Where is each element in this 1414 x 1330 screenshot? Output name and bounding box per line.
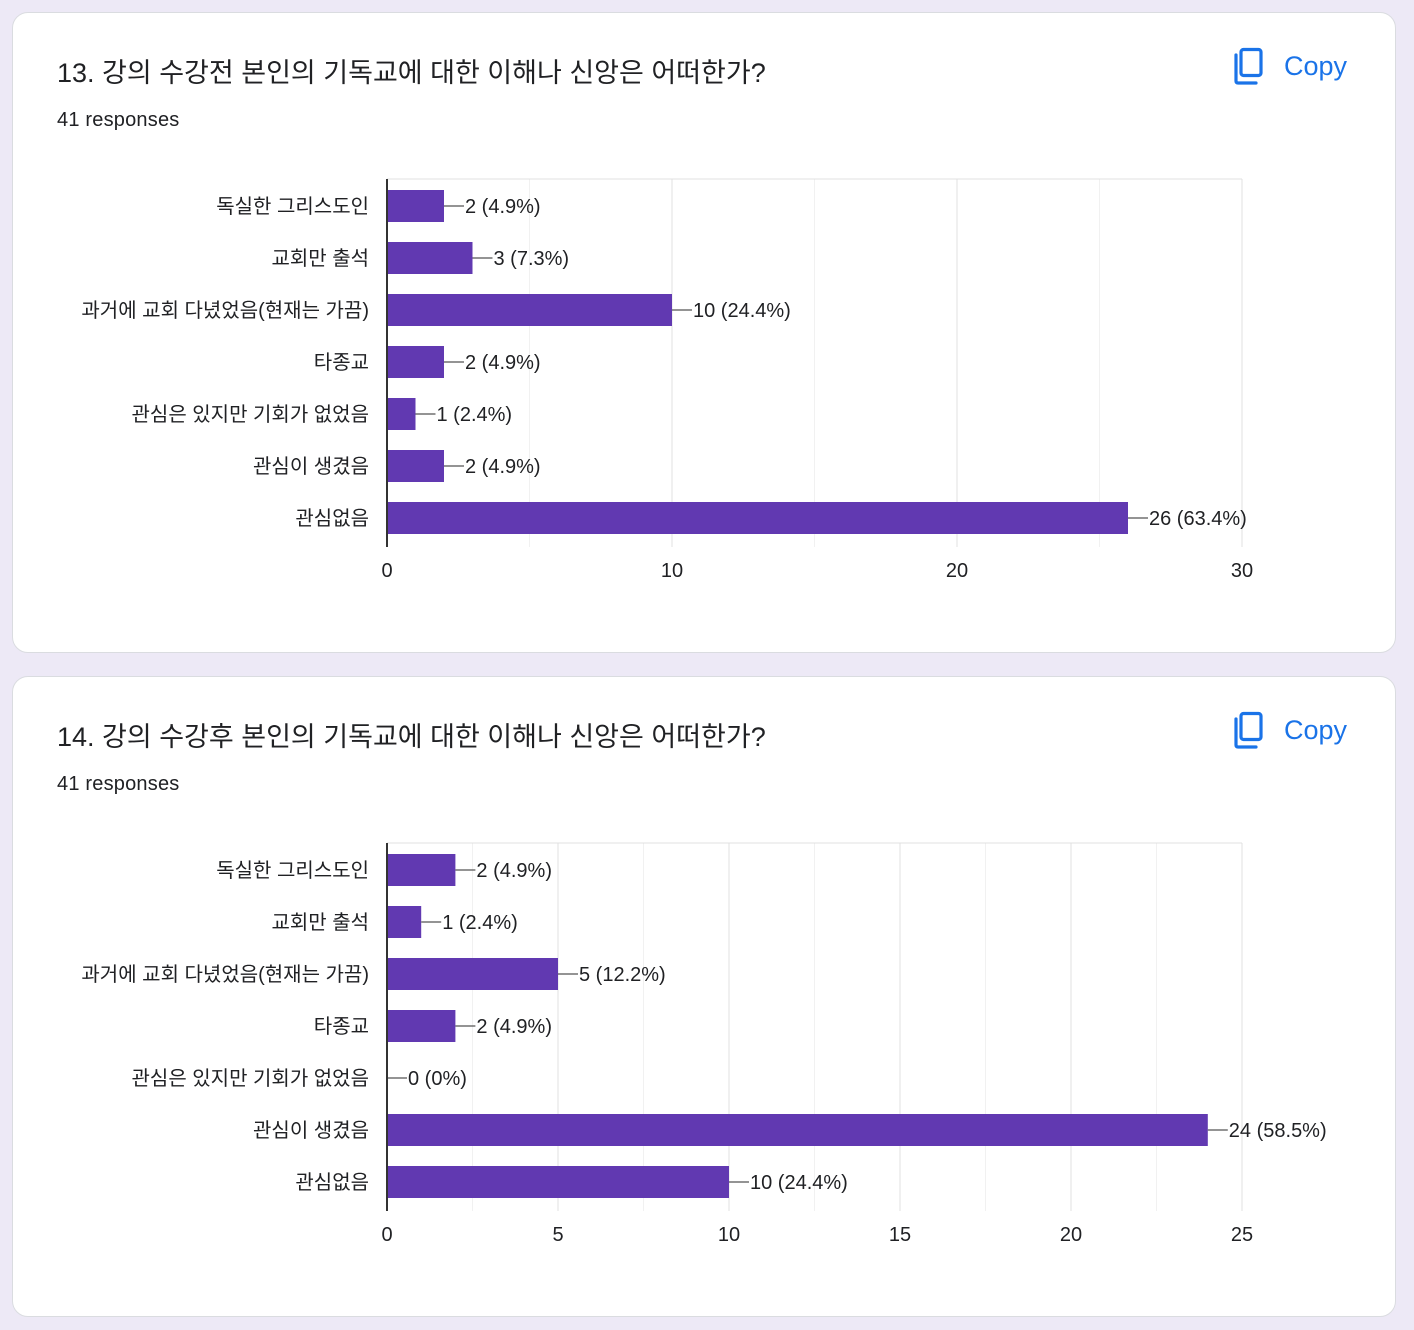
x-tick-label: 25 [1231, 1224, 1253, 1246]
data-label: 26 (63.4%) [1149, 508, 1247, 530]
data-label: 3 (7.3%) [494, 248, 570, 270]
category-label: 관심이 생겼음 [253, 455, 369, 478]
data-label: 1 (2.4%) [437, 404, 513, 426]
bar [387, 906, 422, 938]
question-card-13: 13. 강의 수강전 본인의 기독교에 대한 이해나 신앙은 어떠한가? 41 … [12, 12, 1396, 653]
response-count: 41 responses [57, 109, 180, 131]
x-tick-label: 10 [718, 1224, 740, 1246]
category-label: 과거에 교회 다녔었음(현재는 가끔) [81, 963, 369, 986]
question-title: 14. 강의 수강후 본인의 기독교에 대한 이해나 신앙은 어떠한가? [57, 722, 766, 752]
category-label: 독실한 그리스도인 [216, 859, 369, 882]
x-tick-label: 5 [552, 1224, 563, 1246]
bar [387, 190, 444, 222]
x-tick-label: 20 [1060, 1224, 1082, 1246]
data-label: 2 (4.9%) [465, 196, 541, 218]
bar-chart-14: 독실한 그리스도인 2 (4.9%) 교회만 출석 1 (2.4%) 과거에 교회 다녔… [81, 842, 1327, 1246]
copy-label: Copy [1283, 50, 1347, 81]
data-label: 10 (24.4%) [693, 300, 791, 322]
bar [387, 398, 416, 430]
category-label: 타종교 [314, 1015, 369, 1038]
bar [387, 854, 456, 886]
data-label: 1 (2.4%) [442, 912, 518, 934]
category-label: 관심은 있지만 기회가 없었음 [132, 1067, 369, 1090]
question-title: 13. 강의 수강전 본인의 기독교에 대한 이해나 신앙은 어떠한가? [57, 58, 766, 88]
x-tick-label: 0 [381, 560, 392, 582]
category-label: 관심없음 [295, 1171, 369, 1194]
copy-label: Copy [1283, 714, 1347, 745]
category-label: 독실한 그리스도인 [216, 195, 369, 218]
x-tick-label: 0 [381, 1224, 392, 1246]
bar [387, 502, 1128, 534]
copy-button[interactable]: Copy [1230, 711, 1347, 749]
bar [387, 1010, 456, 1042]
bar [387, 958, 558, 990]
data-label: 2 (4.9%) [465, 456, 541, 478]
copy-icon [1234, 711, 1263, 749]
response-count: 41 responses [57, 773, 180, 795]
category-label: 과거에 교회 다녔었음(현재는 가끔) [81, 299, 369, 322]
category-label: 교회만 출석 [271, 247, 369, 270]
category-label: 관심없음 [295, 507, 369, 530]
copy-button[interactable]: Copy [1230, 47, 1347, 85]
x-tick-label: 20 [946, 560, 968, 582]
data-label: 2 (4.9%) [465, 352, 541, 374]
question-card-14: 14. 강의 수강후 본인의 기독교에 대한 이해나 신앙은 어떠한가? 41 … [12, 676, 1396, 1317]
x-tick-label: 10 [661, 560, 683, 582]
copy-icon [1234, 47, 1263, 85]
category-label: 관심이 생겼음 [253, 1119, 369, 1142]
bar [387, 294, 672, 326]
bar [387, 346, 444, 378]
data-label: 2 (4.9%) [476, 1016, 552, 1038]
bar [387, 242, 473, 274]
bar [387, 450, 444, 482]
x-tick-label: 15 [889, 1224, 911, 1246]
bar [387, 1114, 1208, 1146]
data-label: 2 (4.9%) [476, 860, 552, 882]
data-label: 5 (12.2%) [579, 964, 666, 986]
category-label: 관심은 있지만 기회가 없었음 [132, 403, 369, 426]
data-label: 24 (58.5%) [1229, 1120, 1327, 1142]
category-label: 타종교 [314, 351, 369, 374]
data-label: 10 (24.4%) [750, 1172, 848, 1194]
data-label: 0 (0%) [408, 1068, 467, 1090]
category-label: 교회만 출석 [271, 911, 369, 934]
bar [387, 1166, 729, 1198]
bar-chart-13: 독실한 그리스도인 2 (4.9%) 교회만 출석 3 (7.3%) 과거에 교회 다녔… [81, 178, 1253, 582]
x-tick-label: 30 [1231, 560, 1253, 582]
